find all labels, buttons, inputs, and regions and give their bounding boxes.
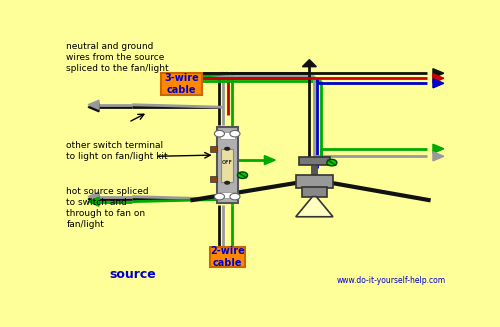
Circle shape <box>214 193 224 200</box>
Circle shape <box>214 130 224 137</box>
Text: hot source spliced
to switch and
through to fan on
fan/light: hot source spliced to switch and through… <box>66 186 149 229</box>
Text: neutral and ground
wires from the source
spliced to the fan/light: neutral and ground wires from the source… <box>66 42 169 73</box>
Text: www.do-it-yourself-help.com: www.do-it-yourself-help.com <box>337 277 446 285</box>
Circle shape <box>230 193 240 200</box>
Bar <box>162 73 202 95</box>
Polygon shape <box>88 100 99 109</box>
Polygon shape <box>296 197 333 217</box>
Bar <box>210 176 216 182</box>
Bar <box>302 187 327 197</box>
Polygon shape <box>433 79 444 88</box>
Polygon shape <box>264 156 275 164</box>
Bar <box>221 149 233 181</box>
Polygon shape <box>88 197 99 206</box>
Text: 3-wire
cable: 3-wire cable <box>164 73 199 95</box>
Polygon shape <box>433 69 444 78</box>
Polygon shape <box>433 152 444 161</box>
Text: OFF: OFF <box>222 160 232 165</box>
Text: other switch terminal
to light on fan/light kit: other switch terminal to light on fan/li… <box>66 141 168 161</box>
Bar <box>210 146 216 152</box>
Polygon shape <box>88 103 99 112</box>
Circle shape <box>238 172 248 179</box>
Circle shape <box>230 130 240 137</box>
Polygon shape <box>433 74 444 83</box>
Text: source: source <box>109 268 156 281</box>
Circle shape <box>224 147 230 151</box>
Polygon shape <box>302 60 316 67</box>
Circle shape <box>224 181 230 185</box>
Bar <box>299 157 330 165</box>
Text: 2-wire
cable: 2-wire cable <box>210 246 244 268</box>
Bar <box>210 247 244 267</box>
Bar <box>220 192 234 198</box>
Bar <box>296 175 333 188</box>
Bar <box>216 128 238 203</box>
Polygon shape <box>88 195 99 204</box>
Polygon shape <box>433 144 444 153</box>
Circle shape <box>327 159 337 166</box>
Bar <box>220 132 234 139</box>
Polygon shape <box>88 192 99 201</box>
